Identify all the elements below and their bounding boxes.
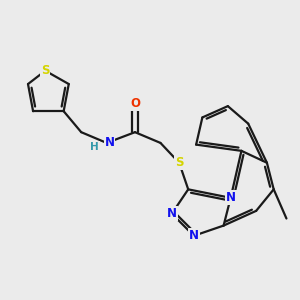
Text: O: O — [130, 97, 140, 110]
Text: N: N — [189, 229, 199, 242]
Text: N: N — [226, 191, 236, 204]
Text: S: S — [175, 156, 183, 169]
Text: S: S — [41, 64, 50, 77]
Text: N: N — [104, 136, 115, 149]
Text: N: N — [167, 207, 177, 220]
Text: H: H — [90, 142, 99, 152]
